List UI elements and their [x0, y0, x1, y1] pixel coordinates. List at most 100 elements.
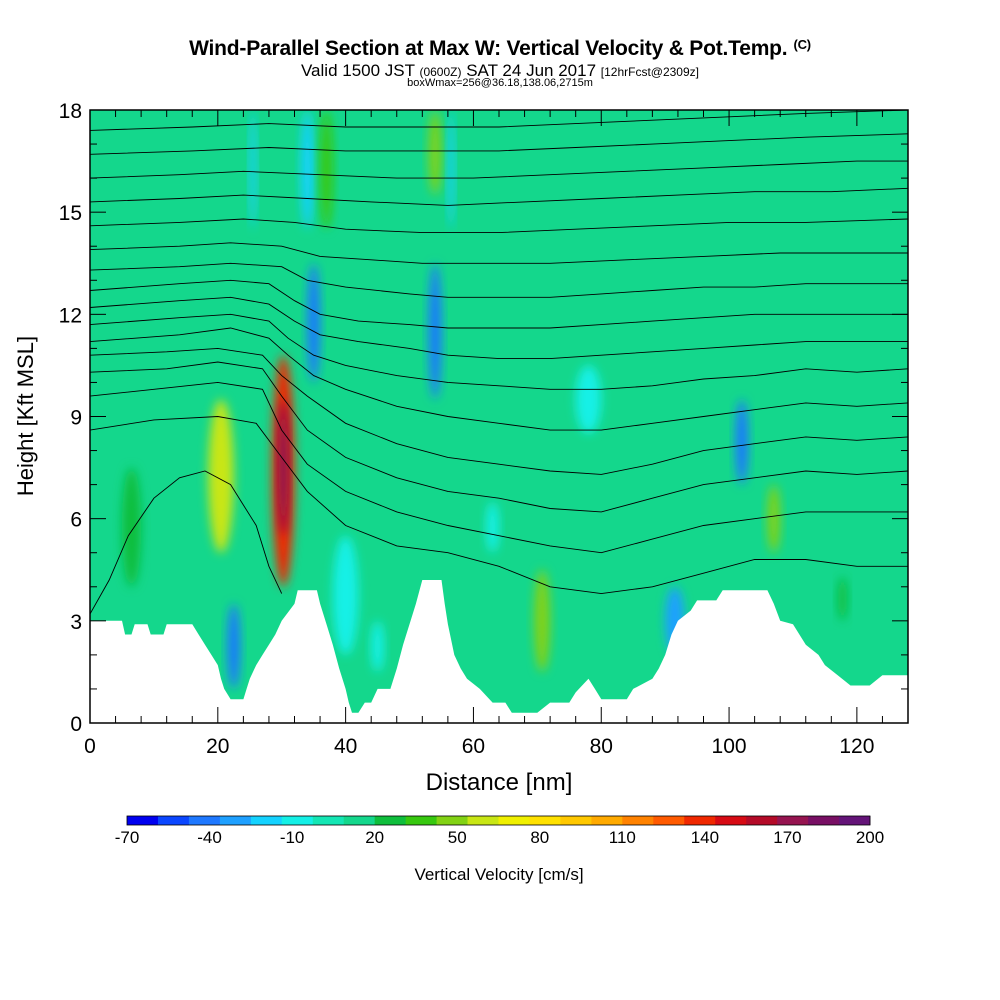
isentrope-0	[90, 470, 283, 615]
isentrope-11	[90, 218, 908, 234]
colorbar-tick-label: 140	[691, 828, 719, 847]
x-axis-label: Distance [nm]	[426, 769, 573, 796]
colorbar-swatch	[374, 816, 407, 825]
velocity-cell-8	[767, 484, 781, 553]
colorbar-tick-label: 200	[856, 828, 884, 847]
terrain-mask	[90, 580, 908, 723]
colorbar-swatch	[250, 816, 283, 825]
isentrope-1	[90, 416, 908, 595]
velocity-cell-18	[371, 620, 384, 672]
colorbar-swatch	[653, 816, 685, 825]
velocity-cell-12	[320, 110, 333, 230]
y-tick-label: 9	[70, 407, 82, 430]
velocity-cell-20	[121, 467, 142, 587]
colorbar-swatch	[219, 816, 252, 825]
isentrope-3	[90, 361, 908, 513]
colorbar-tick-label: 170	[773, 828, 801, 847]
colorbar: -70 -40 -10 20 50 80 110 140 170 200	[115, 815, 884, 847]
y-tick-label: 15	[59, 202, 82, 225]
velocity-cell-0	[208, 399, 234, 553]
isentrope-8	[90, 279, 908, 329]
colorbar-swatch	[591, 816, 623, 825]
colorbar-swatch	[808, 816, 840, 825]
colorbar-swatch	[188, 816, 221, 825]
colorbar-swatch	[839, 816, 871, 825]
colorbar-swatch	[560, 816, 592, 825]
colorbar-swatch	[529, 816, 561, 825]
velocity-cell-4	[227, 603, 241, 689]
colorbar-swatch	[467, 816, 499, 825]
x-tick-label: 80	[590, 735, 613, 758]
isentrope-4	[90, 347, 908, 475]
velocity-cell-16	[486, 501, 499, 553]
y-axis-label: Height [Kft MSL]	[13, 336, 38, 496]
colorbar-tick-label: 50	[448, 828, 467, 847]
y-tick-label: 0	[70, 713, 82, 736]
velocity-cell-7	[534, 569, 551, 672]
isentrope-10	[90, 242, 908, 264]
isentrope-6	[90, 313, 908, 390]
colorbar-tick-label: -10	[280, 828, 305, 847]
subtitle-date: SAT 24 Jun 2017	[466, 61, 597, 80]
velocity-cell-10	[249, 110, 257, 230]
colorbar-swatch	[312, 816, 345, 825]
isentrope-9	[90, 262, 908, 298]
subtitle-valid: Valid 1500 JST	[300, 61, 415, 80]
x-axis-ticks: 0 20 40 60 80 100 120	[84, 110, 909, 758]
chart-title: Wind-Parallel Section at Max W: Vertical…	[189, 37, 811, 60]
velocity-cell-9	[837, 576, 848, 621]
chart-subtitle: Valid 1500 JST (0600Z) SAT 24 Jun 2017 […	[0, 61, 1000, 81]
x-tick-label: 60	[462, 735, 485, 758]
velocity-cell-14	[447, 110, 455, 230]
x-tick-label: 0	[84, 735, 96, 758]
x-tick-label: 40	[334, 735, 357, 758]
colorbar-swatch	[498, 816, 530, 825]
colorbar-swatch	[777, 816, 809, 825]
colorbar-swatch	[127, 816, 159, 825]
colorbar-swatch	[157, 816, 190, 825]
velocity-cell-11	[300, 110, 314, 230]
y-tick-label: 3	[70, 611, 82, 634]
colorbar-tick-label: 80	[530, 828, 549, 847]
colorbar-swatch	[436, 816, 468, 825]
colorbar-frame	[126, 815, 871, 826]
x-tick-label: 100	[712, 735, 747, 758]
x-tick-label: 120	[839, 735, 874, 758]
y-tick-label: 18	[59, 100, 82, 123]
isentrope-contours	[90, 110, 908, 615]
colorbar-swatch	[684, 816, 716, 825]
colorbar-swatch	[343, 816, 376, 825]
velocity-cells	[121, 110, 848, 689]
velocity-cell-17	[332, 535, 359, 655]
velocity-cell-6	[735, 399, 749, 485]
plot-area	[90, 110, 908, 723]
colorbar-tick-label: 110	[609, 828, 636, 847]
subtitle-utc: (0600Z)	[419, 65, 462, 79]
colorbar-swatch	[405, 816, 437, 825]
title-mark: (C)	[793, 37, 811, 52]
velocity-cell-5	[428, 263, 442, 400]
x-tick-label: 20	[206, 735, 229, 758]
subtitle-fcst: [12hrFcst@2309z]	[600, 65, 699, 79]
velocity-cell-19	[575, 365, 602, 434]
colorbar-swatch	[622, 816, 654, 825]
colorbar-tick-label: 20	[365, 828, 384, 847]
colorbar-label: Vertical Velocity [cm/s]	[414, 865, 583, 884]
y-tick-label: 6	[70, 509, 82, 532]
colorbar-tick-label: -40	[197, 828, 222, 847]
isentrope-12	[90, 187, 908, 206]
isentrope-7	[90, 296, 908, 360]
colorbar-swatch	[715, 816, 747, 825]
y-tick-label: 12	[59, 304, 82, 327]
isentrope-5	[90, 327, 908, 431]
colorbar-tick-label: -70	[115, 828, 140, 847]
y-axis-ticks: 0 3 6 9 12 15 18	[59, 100, 908, 736]
isentrope-13	[90, 160, 908, 179]
chart-subsubtitle: boxWmax=256@36.18,138.06,2715m	[407, 77, 593, 89]
isentrope-2	[90, 381, 908, 554]
velocity-cell-13	[428, 110, 442, 196]
isentrope-14	[90, 133, 908, 155]
colorbar-swatch	[746, 816, 778, 825]
velocity-cell-2	[278, 399, 289, 536]
